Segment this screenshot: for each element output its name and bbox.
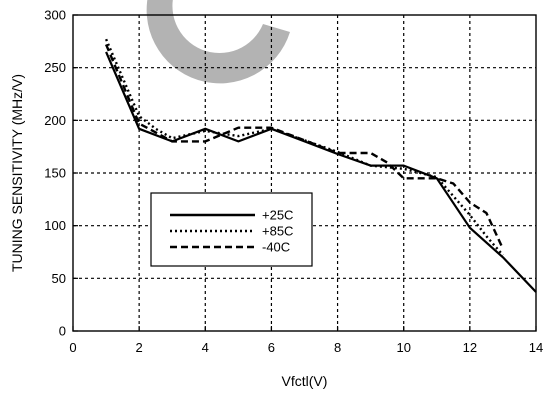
legend-label: -40C	[262, 240, 290, 255]
series-line-40C	[104, 44, 504, 250]
x-tick-label: 6	[268, 340, 275, 355]
x-tick-label: 12	[463, 340, 477, 355]
y-axis-title: TUNING SENSITIVITY (MHz/V)	[9, 74, 25, 272]
y-tick-label: 150	[44, 166, 66, 181]
y-tick-label: 0	[59, 324, 66, 339]
series-line-85C	[104, 38, 504, 256]
x-tick-label: 8	[334, 340, 341, 355]
y-tick-label: 300	[44, 8, 66, 23]
x-tick-label: 4	[202, 340, 209, 355]
legend-box	[150, 192, 313, 267]
plot-frame	[72, 14, 537, 332]
x-tick-label: 2	[136, 340, 143, 355]
legend: +25C+85C-40C	[150, 192, 313, 267]
tick-layer: 0 2 4 6 8 10 12 14 0 50 100 150 200 250 300	[44, 8, 543, 356]
series-layer	[104, 38, 537, 293]
y-tick-label: 100	[44, 218, 66, 233]
legend-label: +25C	[262, 208, 293, 223]
y-tick-label: 200	[44, 113, 66, 128]
grid-layer	[73, 15, 536, 331]
y-tick-label: 250	[44, 60, 66, 75]
x-tick-label: 0	[69, 340, 76, 355]
x-tick-label: 10	[396, 340, 410, 355]
watermark-arc	[146, 0, 290, 84]
watermark-layer	[146, 0, 290, 84]
x-axis-title: Vfctl(V)	[282, 373, 328, 389]
legend-label: +85C	[262, 224, 293, 239]
y-tick-label: 50	[52, 271, 66, 286]
x-tick-label: 14	[529, 340, 543, 355]
